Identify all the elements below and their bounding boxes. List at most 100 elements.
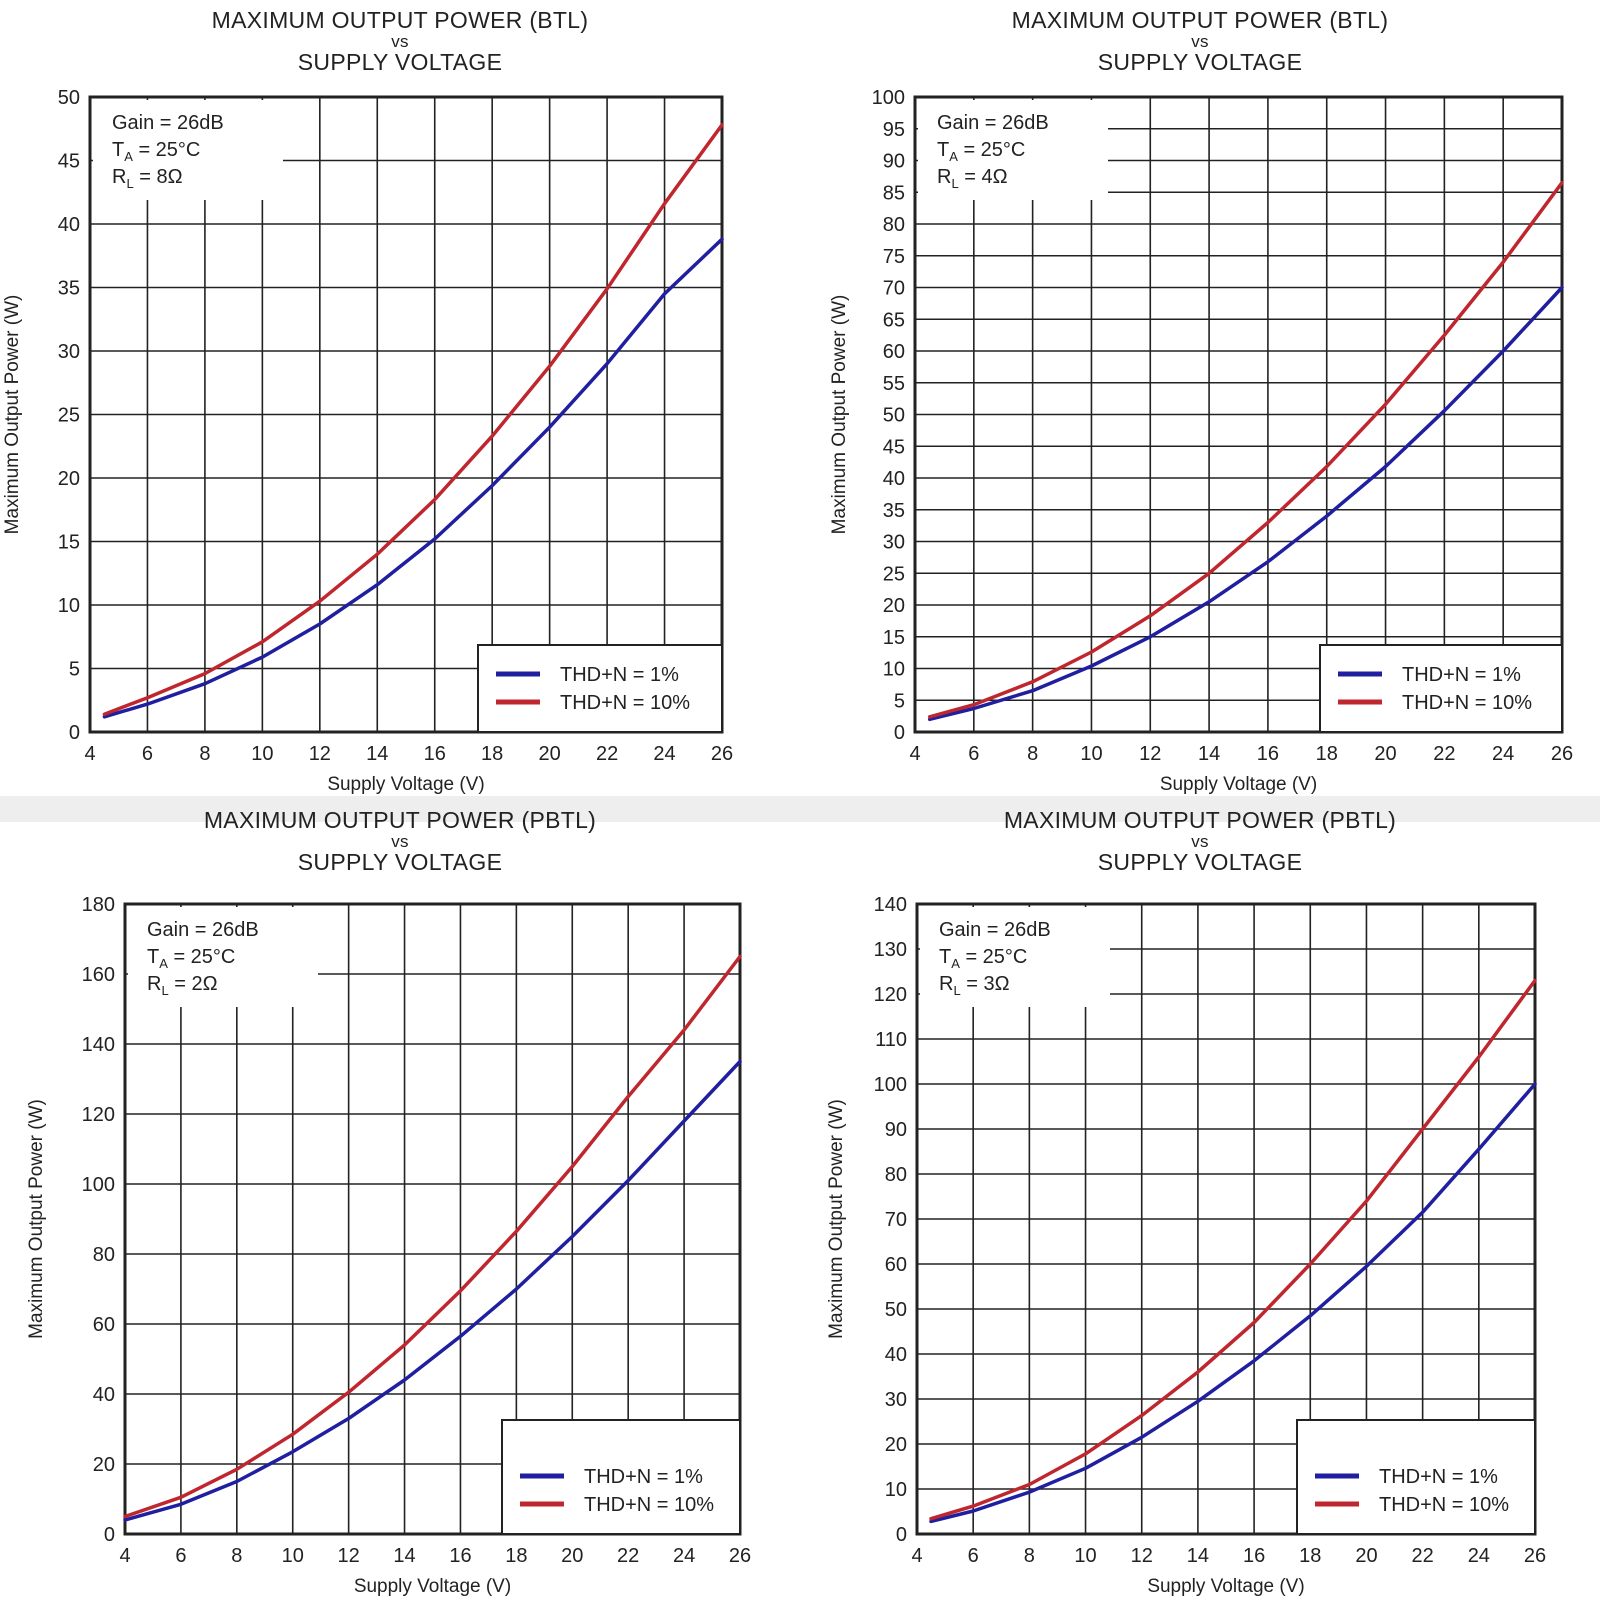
series-line-thd-1pct xyxy=(123,1059,742,1522)
y-tick-label: 60 xyxy=(883,341,905,363)
y-tick-label: 45 xyxy=(883,436,905,458)
conditions-box xyxy=(920,907,1110,1007)
x-tick-label: 20 xyxy=(539,743,561,765)
y-tick-label: 110 xyxy=(875,1029,907,1051)
x-axis-label: Supply Voltage (V) xyxy=(354,1576,511,1597)
series-line-thd-10pct xyxy=(929,978,1537,1521)
chart-title-line-1: MAXIMUM OUTPUT POWER (PBTL) xyxy=(1003,807,1397,833)
chart-title-line-2: SUPPLY VOLTAGE xyxy=(297,849,503,875)
y-tick-label: 5 xyxy=(69,659,80,681)
y-tick-label: 20 xyxy=(58,468,80,490)
x-tick-label: 16 xyxy=(449,1545,471,1567)
series-line-thd-10pct xyxy=(927,180,1564,719)
y-tick-label: 55 xyxy=(883,373,905,395)
x-tick-label: 18 xyxy=(1299,1545,1321,1567)
y-tick-label: 50 xyxy=(885,1299,907,1321)
chart-svg: 4 6 8 10 12 14 16 18 20 22 24 26 0 10 20 30 40 50 60 70 80 90… xyxy=(826,894,1546,1597)
x-tick-label: 18 xyxy=(1316,743,1338,765)
x-tick-label: 16 xyxy=(424,743,446,765)
y-tick-label: 100 xyxy=(874,1074,907,1096)
chart-title-vs: vs xyxy=(1191,32,1209,51)
x-tick-label: 4 xyxy=(911,1545,922,1567)
condition-load-resistance: RL = 8Ω xyxy=(112,166,183,191)
conditions-box xyxy=(918,100,1108,200)
chart-panel-pbtl-3ohm: MAXIMUM OUTPUT POWER (PBTL) vs SUPPLY VO… xyxy=(800,800,1600,1600)
x-tick-label: 14 xyxy=(366,743,388,765)
y-tick-label: 10 xyxy=(885,1479,907,1501)
x-tick-label: 10 xyxy=(1080,743,1102,765)
x-tick-label: 22 xyxy=(1433,743,1455,765)
x-tick-label: 16 xyxy=(1257,743,1279,765)
x-tick-label: 12 xyxy=(1131,1545,1153,1567)
y-tick-label: 80 xyxy=(885,1164,907,1186)
x-tick-label: 6 xyxy=(142,743,153,765)
chart-title: MAXIMUM OUTPUT POWER (PBTL) vs SUPPLY VO… xyxy=(800,808,1600,875)
chart-title-line-1: MAXIMUM OUTPUT POWER (PBTL) xyxy=(203,807,597,833)
x-tick-label: 26 xyxy=(1551,743,1573,765)
x-tick-label: 8 xyxy=(1027,743,1038,765)
y-tick-label: 0 xyxy=(104,1524,115,1546)
legend-box xyxy=(477,644,723,733)
y-tick-label: 100 xyxy=(82,1174,115,1196)
y-axis-label: Maximum Output Power (W) xyxy=(2,295,23,535)
x-tick-label: 18 xyxy=(505,1545,527,1567)
y-tick-label: 40 xyxy=(58,214,80,236)
legend-label: THD+N = 1% xyxy=(584,1466,703,1488)
y-tick-label: 20 xyxy=(883,595,905,617)
x-tick-label: 12 xyxy=(1139,743,1161,765)
y-tick-label: 10 xyxy=(883,659,905,681)
x-tick-label: 22 xyxy=(596,743,618,765)
y-tick-label: 35 xyxy=(58,278,80,300)
y-tick-label: 60 xyxy=(885,1254,907,1276)
y-tick-label: 45 xyxy=(58,151,80,173)
x-tick-label: 24 xyxy=(673,1545,695,1567)
x-tick-label: 24 xyxy=(1468,1545,1490,1567)
x-tick-label: 14 xyxy=(1187,1545,1209,1567)
x-axis-label: Supply Voltage (V) xyxy=(327,774,484,795)
y-tick-label: 10 xyxy=(58,595,80,617)
y-tick-label: 5 xyxy=(894,690,905,712)
y-tick-label: 25 xyxy=(883,563,905,585)
y-tick-label: 40 xyxy=(885,1344,907,1366)
condition-ambient-temp: TA = 25°C xyxy=(939,946,1027,971)
condition-ambient-temp: TA = 25°C xyxy=(937,139,1025,164)
condition-load-resistance: RL = 3Ω xyxy=(939,973,1010,998)
x-tick-label: 20 xyxy=(1355,1545,1377,1567)
legend-label: THD+N = 10% xyxy=(1402,692,1532,714)
x-tick-label: 22 xyxy=(1412,1545,1434,1567)
y-tick-label: 20 xyxy=(93,1454,115,1476)
y-tick-label: 20 xyxy=(885,1434,907,1456)
chart-panel-pbtl-2ohm: MAXIMUM OUTPUT POWER (PBTL) vs SUPPLY VO… xyxy=(0,800,800,1600)
chart-title: MAXIMUM OUTPUT POWER (PBTL) vs SUPPLY VO… xyxy=(0,808,800,875)
y-tick-label: 70 xyxy=(885,1209,907,1231)
chart-panel-btl-8ohm: MAXIMUM OUTPUT POWER (BTL) vs SUPPLY VOL… xyxy=(0,0,800,800)
y-tick-label: 50 xyxy=(58,87,80,109)
x-tick-label: 6 xyxy=(175,1545,186,1567)
y-tick-label: 95 xyxy=(883,119,905,141)
chart-title-line-1: MAXIMUM OUTPUT POWER (BTL) xyxy=(1011,7,1389,33)
y-tick-label: 0 xyxy=(69,722,80,744)
legend-label: THD+N = 1% xyxy=(1402,664,1521,686)
y-tick-label: 90 xyxy=(885,1119,907,1141)
y-tick-label: 40 xyxy=(883,468,905,490)
condition-gain: Gain = 26dB xyxy=(147,919,259,941)
condition-load-resistance: RL = 4Ω xyxy=(937,166,1008,191)
series-line-thd-1pct xyxy=(927,285,1564,722)
y-tick-label: 140 xyxy=(874,894,907,916)
x-tick-label: 26 xyxy=(729,1545,751,1567)
chart-title-line-2: SUPPLY VOLTAGE xyxy=(1097,49,1303,75)
y-axis-label: Maximum Output Power (W) xyxy=(826,1099,847,1339)
chart-title-vs: vs xyxy=(1191,832,1209,851)
y-tick-label: 85 xyxy=(883,182,905,204)
y-tick-label: 90 xyxy=(883,151,905,173)
x-tick-label: 8 xyxy=(231,1545,242,1567)
y-tick-label: 130 xyxy=(874,939,907,961)
y-tick-label: 120 xyxy=(874,984,907,1006)
y-tick-label: 80 xyxy=(93,1244,115,1266)
chart-svg: 4 6 8 10 12 14 16 18 20 22 24 26 0 5 10 15 20 25 30 35 40 45 5… xyxy=(2,87,733,795)
condition-gain: Gain = 26dB xyxy=(937,112,1049,134)
chart-title-vs: vs xyxy=(391,32,409,51)
series-line-thd-10pct xyxy=(102,123,724,716)
x-tick-label: 4 xyxy=(909,743,920,765)
y-tick-label: 65 xyxy=(883,309,905,331)
